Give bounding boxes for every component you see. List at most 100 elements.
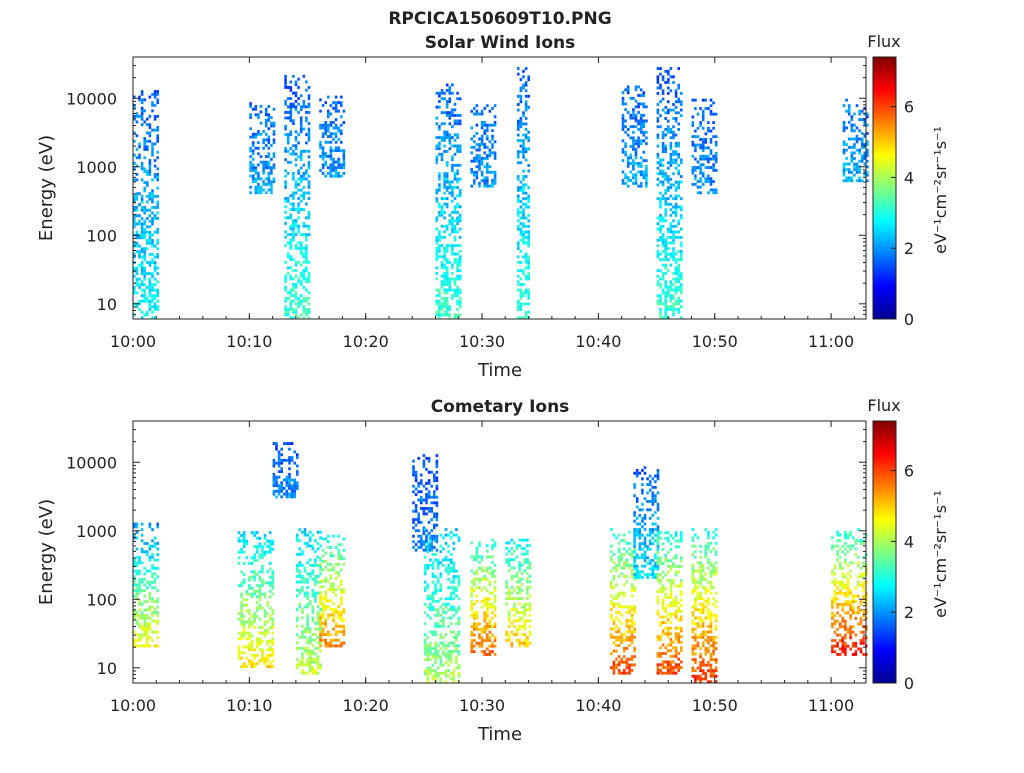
flux-cell: [505, 580, 508, 583]
flux-cell: [327, 630, 330, 633]
flux-cell: [516, 631, 519, 634]
flux-cell: [287, 311, 290, 314]
flux-cell: [261, 648, 264, 651]
flux-cell: [618, 672, 621, 675]
flux-cell: [240, 551, 243, 554]
flux-cell: [255, 166, 258, 169]
flux-cell: [623, 633, 626, 636]
flux-cell: [677, 170, 680, 173]
flux-cell: [440, 572, 443, 575]
flux-cell: [667, 537, 670, 540]
flux-cell: [251, 531, 254, 534]
flux-cell: [677, 278, 680, 281]
flux-cell: [508, 611, 511, 614]
flux-cell: [330, 599, 333, 602]
flux-cell: [657, 635, 660, 638]
flux-cell: [643, 173, 646, 176]
flux-cell: [280, 462, 283, 465]
flux-cell: [443, 247, 446, 250]
flux-cell: [520, 239, 523, 242]
flux-cell: [508, 619, 511, 622]
flux-cell: [505, 631, 508, 634]
flux-cell: [654, 534, 657, 537]
flux-cell: [710, 149, 713, 152]
flux-cell: [443, 131, 446, 134]
flux-cell: [478, 163, 481, 166]
flux-cell: [138, 586, 141, 589]
flux-cell: [265, 155, 268, 158]
flux-cell: [664, 314, 667, 317]
flux-cell: [335, 639, 338, 642]
flux-cell: [156, 589, 159, 592]
flux-cell: [677, 231, 680, 234]
flux-cell: [710, 152, 713, 155]
flux-cell: [517, 134, 520, 137]
flux-cell: [284, 175, 287, 178]
flux-cell: [436, 117, 439, 120]
flux-cell: [151, 567, 154, 570]
flux-cell: [667, 630, 670, 633]
flux-cell: [284, 111, 287, 114]
flux-cell: [470, 608, 473, 611]
flux-cell: [295, 180, 298, 183]
flux-cell: [646, 508, 649, 511]
flux-cell: [443, 314, 446, 317]
flux-cell: [436, 535, 439, 538]
flux-cell: [486, 154, 489, 157]
flux-cell: [340, 569, 343, 572]
flux-cell: [662, 244, 665, 247]
flux-cell: [633, 565, 636, 568]
flux-cell: [672, 125, 675, 128]
flux-cell: [343, 642, 346, 645]
flux-cell: [489, 151, 492, 154]
flux-cell: [427, 647, 430, 650]
flux-cell: [436, 242, 439, 245]
flux-cell: [486, 182, 489, 185]
flux-cell: [149, 636, 152, 639]
flux-cell: [436, 156, 439, 159]
flux-cell: [622, 179, 625, 182]
flux-cell: [305, 225, 308, 228]
flux-cell: [526, 558, 529, 561]
flux-cell: [473, 650, 476, 653]
flux-cell: [430, 501, 433, 504]
flux-cell: [664, 291, 667, 294]
flux-cell: [280, 490, 283, 493]
flux-cell: [670, 142, 673, 145]
flux-cell: [273, 493, 276, 496]
flux-cell: [136, 611, 139, 614]
flux-cell: [265, 138, 268, 141]
flux-cell: [337, 549, 340, 552]
flux-cell: [445, 597, 448, 600]
flux-cell: [305, 133, 308, 136]
flux-cell: [640, 162, 643, 165]
flux-cell: [615, 603, 618, 606]
flux-cell: [645, 168, 648, 171]
flux-cell: [314, 652, 317, 655]
flux-cell: [513, 597, 516, 600]
flux-cell: [662, 666, 665, 669]
flux-cell: [662, 289, 665, 292]
flux-cell: [654, 553, 657, 556]
flux-cell: [303, 105, 306, 108]
flux-cell: [447, 642, 450, 645]
flux-cell: [292, 119, 295, 122]
flux-cell: [330, 175, 333, 178]
flux-cell: [672, 283, 675, 286]
flux-cell: [662, 233, 665, 236]
flux-cell: [319, 572, 322, 575]
flux-cell: [440, 534, 443, 537]
flux-cell: [649, 562, 652, 565]
flux-cell: [445, 542, 448, 545]
flux-cell: [615, 625, 618, 628]
flux-cell: [672, 150, 675, 153]
flux-cell: [659, 311, 662, 314]
flux-cell: [486, 176, 489, 179]
flux-cell: [450, 608, 453, 611]
flux-cell: [261, 660, 264, 663]
flux-cell: [259, 570, 262, 573]
flux-cell: [694, 177, 697, 180]
flux-cell: [287, 161, 290, 164]
flux-cell: [527, 75, 530, 78]
flux-cell: [633, 537, 636, 540]
